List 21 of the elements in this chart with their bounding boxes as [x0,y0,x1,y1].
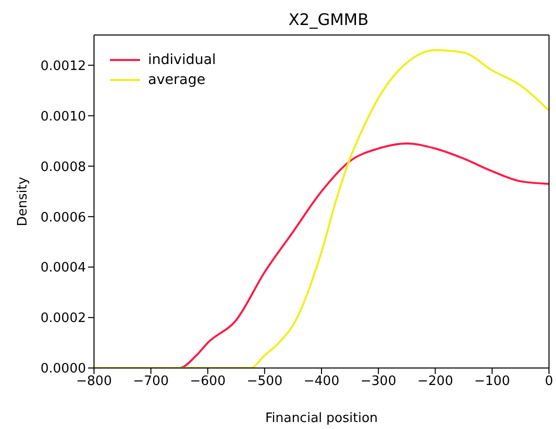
chart-title: X2_GMMB [287,10,370,29]
y-tick-label: 0.0006 [40,210,86,226]
x-tick-label: −700 [133,374,169,390]
y-axis-title: Density [16,176,31,226]
legend-label: individual [148,51,216,70]
y-tick-label: 0.0010 [40,109,86,124]
y-tick-label: 0.0012 [40,58,86,74]
x-tick-label: 0 [544,374,554,390]
y-tick-label: 0.0000 [40,362,86,377]
x-tick-label: −500 [246,374,282,390]
x-tick-label: −300 [360,374,396,390]
y-tick-label: 0.0008 [40,160,86,175]
x-axis-title: Financial position [265,411,378,426]
x-tick-label: −600 [190,374,226,390]
legend-label: average [148,71,206,90]
x-tick-label: −400 [304,374,340,390]
x-tick-label: −200 [417,374,454,390]
y-tick-label: 0.0002 [40,311,86,326]
x-tick-label: −800 [76,374,112,390]
y-tick-label: 0.0004 [40,260,86,276]
x-tick-label: −100 [474,374,510,390]
